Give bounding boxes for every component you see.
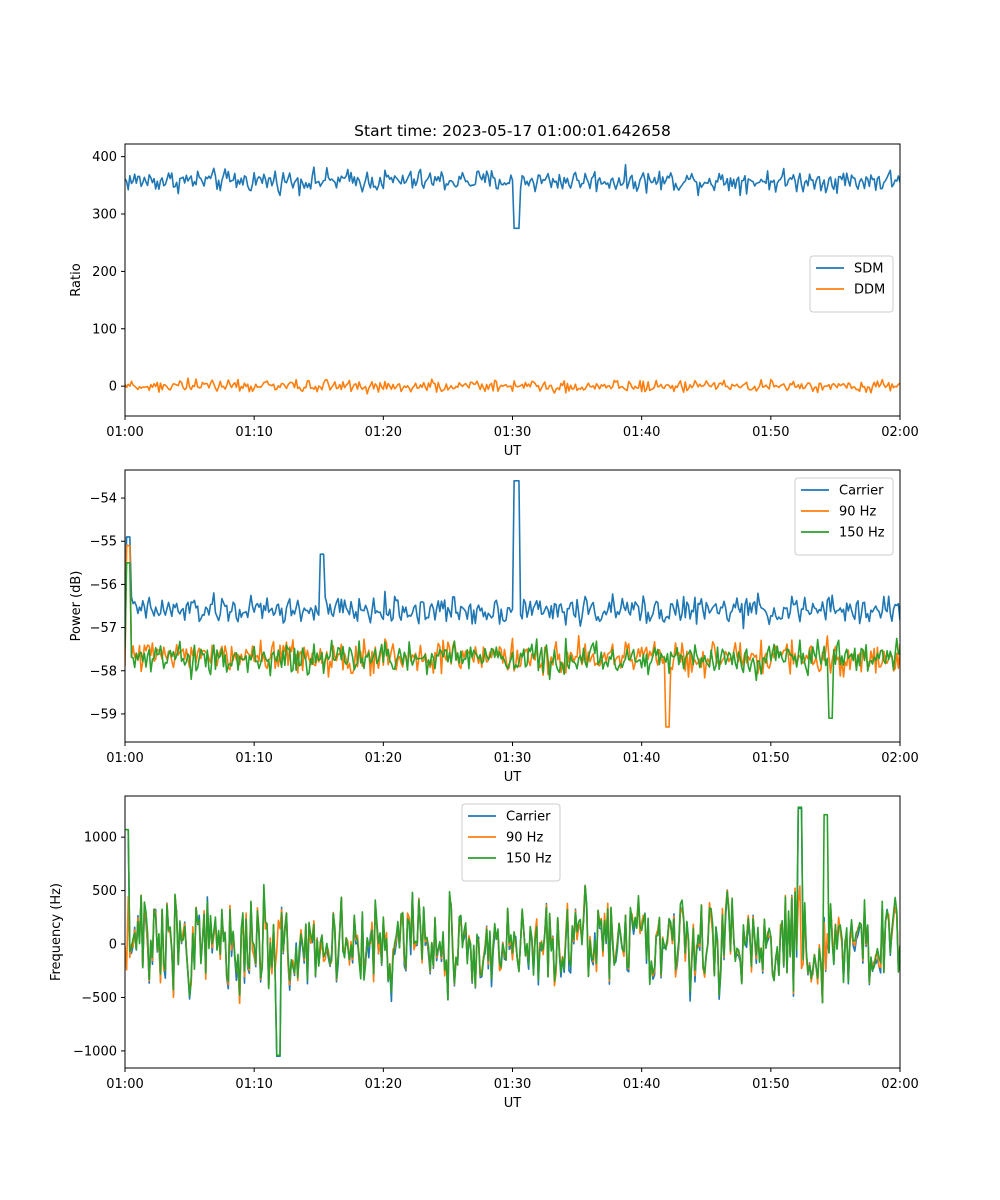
legend-label-sdm: SDM [854,262,883,277]
legend-box [794,477,894,556]
legend-label-carrier: Carrier [839,484,884,499]
y-tick-label: 400 [92,150,117,165]
panel-2: 01:00 01:10 01:20 01:30 01:40 01:50 02:00 −59 −5… [69,469,919,785]
series-line-90-hz [125,544,900,728]
x-tick-label: 01:10 [235,425,272,440]
y-tick-label: 1000 [84,831,117,846]
legend-label-90-hz: 90 Hz [839,505,876,520]
series-line-150-hz [125,806,900,1056]
series-line-150-hz [125,562,900,720]
x-tick-label: 01:30 [494,751,531,766]
x-tick-label: 02:00 [881,425,918,440]
x-tick-label: 01:40 [623,1077,660,1092]
y-tick-label: 100 [92,322,117,337]
x-tick-label: 01:20 [365,1077,402,1092]
x-axis-label: UT [504,1096,522,1111]
legend: Carrier 90 Hz 150 Hz [794,477,894,556]
legend: Carrier 90 Hz 150 Hz [461,803,561,882]
x-axis-label: UT [504,444,522,459]
y-axis-label: Ratio [69,263,84,296]
x-tick-label: 01:00 [106,1077,143,1092]
y-tick-label: 500 [92,884,117,899]
y-tick-label: −1000 [73,1044,117,1059]
legend-label-150-hz: 150 Hz [839,526,885,541]
y-tick-label: 300 [92,208,117,223]
series-line-ddm [125,377,900,395]
x-tick-label: 02:00 [881,751,918,766]
x-tick-label: 02:00 [881,1077,918,1092]
y-tick-label: 0 [109,938,117,953]
legend-label-ddm: DDM [854,283,885,298]
x-tick-label: 01:50 [752,751,789,766]
series-lines [125,806,900,1058]
y-tick-label: −500 [81,991,117,1006]
legend-box [809,255,894,313]
x-tick-label: 01:00 [106,425,143,440]
panel-1: 01:00 01:10 01:20 01:30 01:40 01:50 02:00 0 100 2… [69,143,919,459]
x-axis-label: UT [504,770,522,785]
y-axis-label: Power (dB) [69,571,84,642]
y-tick-label: −58 [90,664,117,679]
y-tick-label: −55 [90,535,117,550]
x-tick-label: 01:40 [623,751,660,766]
series-lines [125,479,900,728]
y-tick-label: −56 [90,578,117,593]
x-tick-label: 01:50 [752,1077,789,1092]
series-line-sdm [125,163,900,230]
panels: 01:00 01:10 01:20 01:30 01:40 01:50 02:00 0 100 2… [49,143,919,1111]
panel-3: 01:00 01:10 01:20 01:30 01:40 01:50 02:00 −1000… [49,795,919,1111]
series-lines [125,163,900,395]
y-tick-label: −54 [90,492,117,507]
x-tick-label: 01:20 [365,425,402,440]
x-tick-label: 01:40 [623,425,660,440]
y-tick-label: −59 [90,707,117,722]
series-line-carrier [125,479,900,630]
legend-label-150-hz: 150 Hz [506,852,552,867]
x-tick-label: 01:30 [494,425,531,440]
x-tick-label: 01:10 [235,1077,272,1092]
x-tick-label: 01:50 [752,425,789,440]
legend-box [461,803,561,882]
legend-label-90-hz: 90 Hz [506,831,543,846]
y-tick-label: 0 [109,380,117,395]
x-tick-label: 01:30 [494,1077,531,1092]
y-axis-label: Frequency (Hz) [49,883,64,981]
x-tick-label: 01:10 [235,751,272,766]
chart-title: Start time: 2023-05-17 01:00:01.642658 [354,122,671,140]
y-tick-label: −57 [90,621,117,636]
x-tick-label: 01:00 [106,751,143,766]
y-tick-label: 200 [92,265,117,280]
x-tick-label: 01:20 [365,751,402,766]
legend: SDM DDM [809,255,894,313]
legend-label-carrier: Carrier [506,810,551,825]
